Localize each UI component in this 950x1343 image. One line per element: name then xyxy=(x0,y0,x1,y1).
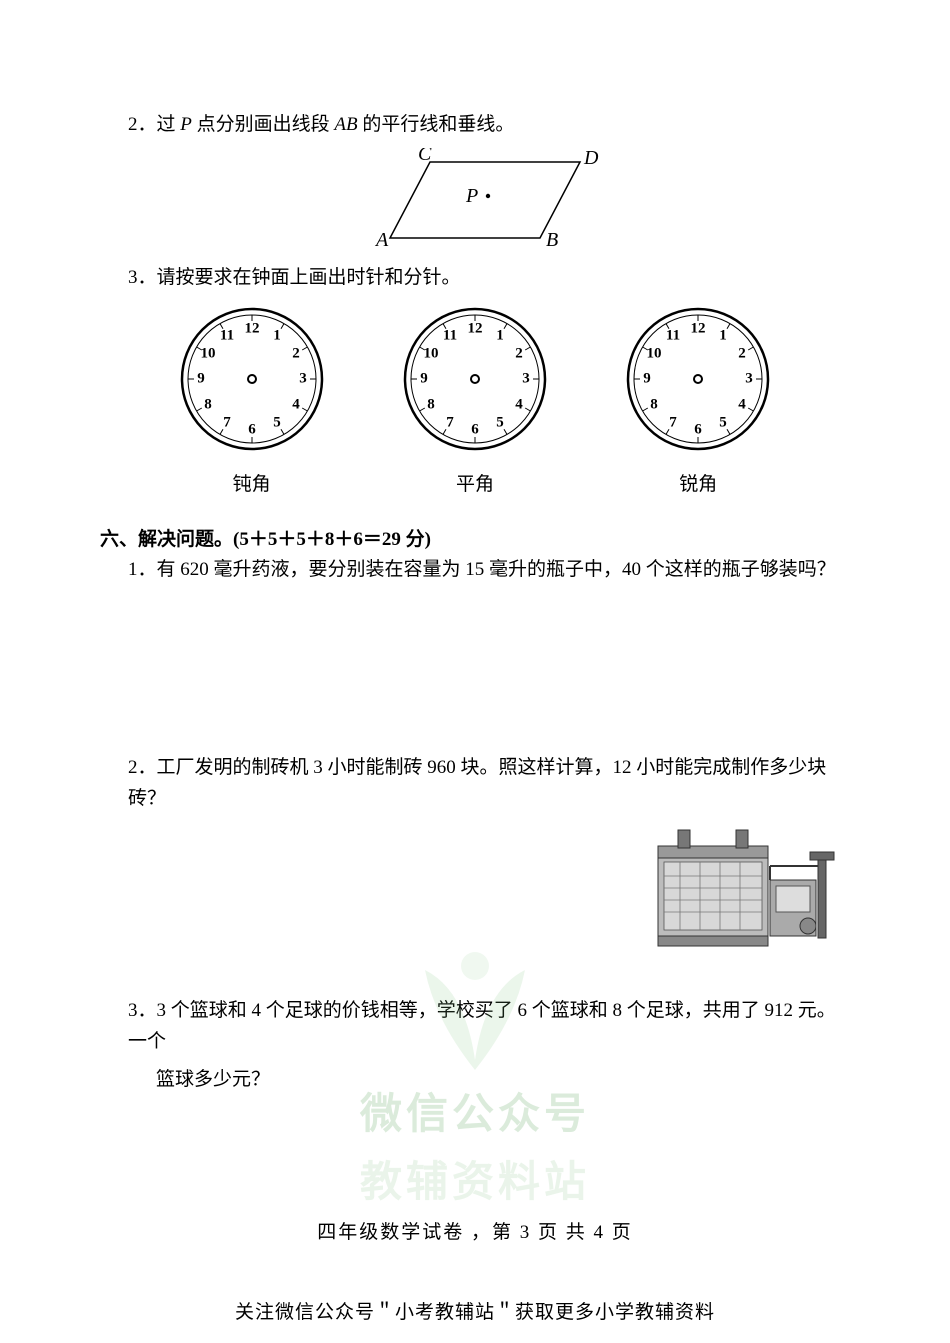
svg-text:7: 7 xyxy=(670,414,678,430)
svg-text:12: 12 xyxy=(691,320,706,336)
clock-label-3: 锐角 xyxy=(623,470,773,500)
svg-text:5: 5 xyxy=(273,414,281,430)
svg-text:1: 1 xyxy=(496,327,504,343)
section6-q2: 2．工厂发明的制砖机 3 小时能制砖 960 块。照这样计算，12 小时能完成制… xyxy=(100,753,850,814)
svg-text:3: 3 xyxy=(299,370,307,386)
svg-text:8: 8 xyxy=(204,396,212,412)
label-C: C xyxy=(418,148,432,165)
watermark-line2: 教辅资料站 xyxy=(360,1148,590,1215)
question-2: 2．过 P 点分别画出线段 AB 的平行线和垂线。 xyxy=(100,110,850,140)
svg-text:5: 5 xyxy=(720,414,728,430)
clock-svg-1: 12 12 3 45 6 78 9 10 11 xyxy=(177,304,327,454)
machine-figure xyxy=(100,826,850,956)
svg-text:9: 9 xyxy=(197,370,205,386)
clock-label-1: 钝角 xyxy=(177,470,327,500)
svg-text:9: 9 xyxy=(420,370,428,386)
page-footer-2: 关注微信公众号＂小考教辅站＂获取更多小学教辅资料 xyxy=(0,1298,950,1328)
label-B: B xyxy=(546,229,558,251)
svg-text:2: 2 xyxy=(739,345,747,361)
s6q3-num: 3． xyxy=(128,1000,157,1021)
clocks-row: 1212 345 678 91011 钝角 xyxy=(140,304,810,501)
svg-text:10: 10 xyxy=(423,345,438,361)
parallelogram-figure: A B C D P xyxy=(100,148,850,253)
svg-text:7: 7 xyxy=(446,414,454,430)
svg-text:6: 6 xyxy=(248,421,256,437)
svg-text:2: 2 xyxy=(515,345,523,361)
section6-q3-line2: 篮球多少元？ xyxy=(100,1065,850,1095)
svg-text:10: 10 xyxy=(647,345,662,361)
svg-text:5: 5 xyxy=(496,414,504,430)
svg-text:4: 4 xyxy=(515,396,523,412)
svg-text:4: 4 xyxy=(739,396,747,412)
svg-text:8: 8 xyxy=(651,396,659,412)
svg-text:6: 6 xyxy=(695,421,703,437)
section6-q1: 1．有 620 毫升药液，要分别装在容量为 15 毫升的瓶子中，40 个这样的瓶… xyxy=(100,555,850,585)
svg-text:2: 2 xyxy=(292,345,300,361)
label-P: P xyxy=(465,185,478,207)
clock-2: 12 12 3 45 6 78 9 10 11 平角 xyxy=(400,304,550,501)
svg-text:7: 7 xyxy=(223,414,231,430)
svg-text:12: 12 xyxy=(244,320,259,336)
page-content: 2．过 P 点分别画出线段 AB 的平行线和垂线。 A B C D P 3．请按… xyxy=(0,0,950,1095)
label-A: A xyxy=(374,229,389,251)
q2-text: 过 P 点分别画出线段 AB 的平行线和垂线。 xyxy=(157,114,515,135)
svg-text:11: 11 xyxy=(443,327,457,343)
s6q3-text-a: 3 个篮球和 4 个足球的价钱相等，学校买了 6 个篮球和 8 个足球，共用了 … xyxy=(128,1000,836,1051)
svg-text:6: 6 xyxy=(471,421,479,437)
s6q2-text: 工厂发明的制砖机 3 小时能制砖 960 块。照这样计算，12 小时能完成制作多… xyxy=(128,757,826,808)
s6q2-num: 2． xyxy=(128,757,157,778)
question-3: 3．请按要求在钟面上画出时针和分针。 xyxy=(100,263,850,293)
svg-text:3: 3 xyxy=(522,370,530,386)
brick-machine-svg xyxy=(650,826,840,956)
s6q1-text: 有 620 毫升药液，要分别装在容量为 15 毫升的瓶子中，40 个这样的瓶子够… xyxy=(157,559,836,580)
svg-text:12: 12 xyxy=(467,320,482,336)
q3-text: 请按要求在钟面上画出时针和分针。 xyxy=(157,267,461,288)
svg-text:1: 1 xyxy=(273,327,281,343)
page-footer-1: 四年级数学试卷 ，第 3 页 共 4 页 xyxy=(0,1218,950,1248)
s6q3-text-b: 篮球多少元？ xyxy=(156,1069,270,1090)
svg-text:3: 3 xyxy=(746,370,754,386)
clock-svg-3: 12 12 3 45 6 78 9 1011 xyxy=(623,304,773,454)
clock-1: 12 12 3 45 6 78 9 10 11 钝角 xyxy=(177,304,327,501)
parallelogram-svg: A B C D P xyxy=(340,148,610,253)
section6-q3-line1: 3．3 个篮球和 4 个足球的价钱相等，学校买了 6 个篮球和 8 个足球，共用… xyxy=(100,996,850,1057)
svg-text:1: 1 xyxy=(720,327,728,343)
svg-text:11: 11 xyxy=(666,327,680,343)
q2-num: 2． xyxy=(128,114,157,135)
svg-text:4: 4 xyxy=(292,396,300,412)
q3-num: 3． xyxy=(128,267,157,288)
svg-text:8: 8 xyxy=(427,396,435,412)
clock-3: 12 12 3 45 6 78 9 1011 锐角 xyxy=(623,304,773,501)
section-6-title: 六、解决问题。(5＋5＋5＋8＋6＝29 分) xyxy=(100,525,850,555)
clock-label-2: 平角 xyxy=(400,470,550,500)
svg-text:10: 10 xyxy=(200,345,215,361)
svg-text:11: 11 xyxy=(220,327,234,343)
svg-text:9: 9 xyxy=(644,370,652,386)
s6q1-num: 1． xyxy=(128,559,157,580)
label-D: D xyxy=(583,148,599,169)
clock-svg-2: 12 12 3 45 6 78 9 10 11 xyxy=(400,304,550,454)
